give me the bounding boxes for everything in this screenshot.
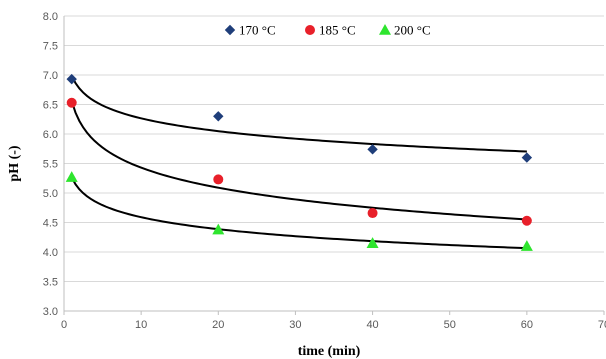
data-point-series-1: [66, 73, 77, 85]
x-tick-label: 40: [366, 319, 378, 331]
x-tick-label: 30: [289, 319, 301, 331]
y-tick-label: 7.0: [43, 70, 58, 82]
legend-label-series-3: 200 °C: [394, 23, 431, 38]
data-point-series-3: [65, 171, 78, 182]
y-tick-label: 4.5: [43, 218, 58, 230]
data-point-series-2: [367, 208, 378, 219]
trendline-series-2: [70, 100, 527, 221]
data-point-series-1: [367, 144, 378, 155]
tick-labels: 3.0 3.5 4.0 4.5 5.0 5.5 6.0 6.5 7.0 7.5 8.0 0 10 20 30…: [43, 11, 606, 331]
y-tick-label: 6.5: [43, 100, 58, 112]
x-tick-label: 20: [212, 319, 224, 331]
data-points: [65, 24, 533, 251]
y-tick-label: 3.5: [43, 277, 58, 289]
y-tick-label: 8.0: [43, 11, 58, 23]
trendlines: [70, 75, 527, 250]
y-tick-label: 7.5: [43, 41, 58, 53]
y-tick-label: 5.0: [43, 188, 58, 200]
data-point-series-1: [521, 152, 533, 163]
axes: [63, 16, 605, 315]
legend-marker-series-3: [379, 24, 391, 35]
y-tick-label: 5.5: [43, 159, 58, 171]
legend-marker-series-2: [305, 25, 315, 35]
legend-label-series-1: 170 °C: [239, 23, 276, 38]
x-tick-label: 0: [61, 319, 67, 331]
x-tick-label: 10: [135, 319, 147, 331]
data-point-series-2: [521, 215, 532, 226]
legend-marker-series-1: [224, 24, 236, 36]
gridlines: [64, 15, 604, 282]
data-point-series-1: [213, 111, 224, 122]
data-point-series-2: [213, 174, 224, 185]
trendline-series-3: [70, 176, 527, 250]
data-point-series-3: [366, 237, 379, 248]
legend-label-series-2: 185 °C: [319, 23, 356, 38]
y-axis-title: pH (-): [7, 145, 22, 182]
data-point-series-3: [212, 223, 225, 235]
x-tick-label: 60: [521, 319, 533, 331]
x-axis-title: time (min): [298, 344, 361, 359]
y-tick-label: 3.0: [43, 306, 58, 318]
trendline-series-1: [70, 75, 527, 153]
data-point-series-3: [520, 240, 533, 251]
y-tick-label: 4.0: [43, 247, 58, 259]
x-tick-label: 50: [444, 319, 456, 331]
x-tick-label: 70: [598, 319, 606, 331]
data-point-series-2: [66, 97, 77, 108]
legend: 170 °C 185 °C 200 °C: [239, 23, 431, 38]
y-tick-label: 6.0: [43, 129, 58, 141]
